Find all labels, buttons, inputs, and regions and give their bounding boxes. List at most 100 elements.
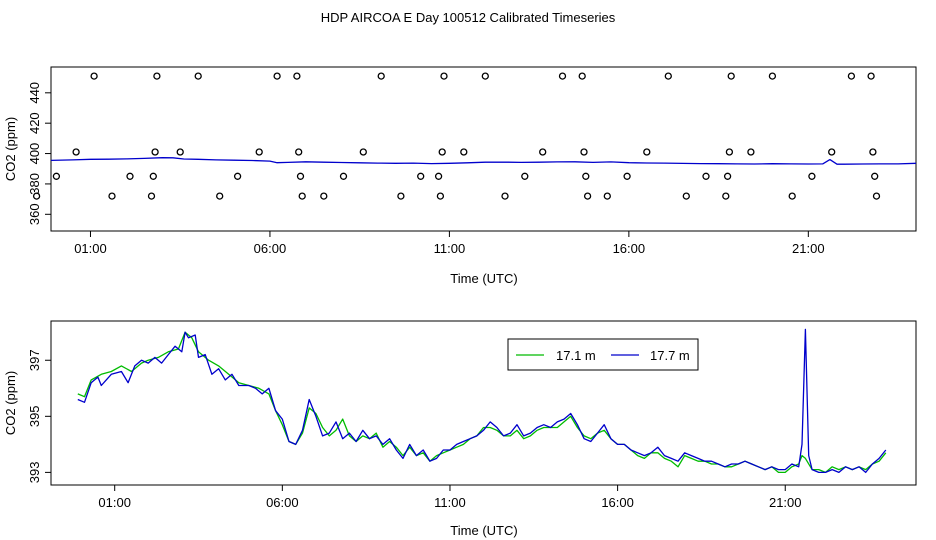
top-marker-49 (727, 72, 735, 80)
bottom-y-tick-label-1: 395 (27, 405, 42, 427)
top-marker-51 (768, 72, 777, 80)
top-marker-56 (867, 72, 875, 80)
top-marker-9 (153, 72, 161, 80)
top-marker-31 (481, 72, 489, 80)
top-marker-47 (723, 172, 732, 180)
top-marker-48 (725, 148, 734, 156)
legend: 17.1 m 17.7 m (507, 338, 699, 371)
top-marker-54 (828, 148, 836, 156)
top-marker-29 (440, 72, 448, 80)
top-marker-45 (702, 172, 710, 180)
bottom-x-axis-label: Time (UTC) (450, 523, 517, 538)
top-marker-5 (126, 172, 134, 180)
top-marker-53 (808, 172, 816, 180)
top-marker-37 (580, 148, 588, 156)
top-marker-15 (273, 72, 281, 80)
top-marker-42 (643, 148, 651, 156)
top-marker-6 (147, 192, 156, 200)
top-x-tick-label-1: 06:00 (254, 241, 287, 256)
top-marker-20 (320, 192, 328, 200)
legend-label-17-7m: 17.7 m (650, 348, 690, 363)
top-marker-59 (872, 192, 881, 200)
top-y-tick-label-3: 420 (27, 112, 42, 134)
top-marker-11 (194, 72, 202, 80)
top-marker-44 (682, 192, 690, 200)
top-marker-0 (32, 192, 41, 200)
top-x-tick-label-3: 16:00 (613, 241, 646, 256)
top-marker-12 (216, 192, 224, 200)
bottom-x-tick-label-1: 06:00 (266, 495, 299, 510)
top-marker-38 (582, 172, 590, 180)
bottom-series-group (77, 328, 887, 474)
top-marker-50 (747, 148, 755, 156)
top-y-tick-label-4: 440 (27, 82, 42, 104)
top-y-tick-label-1: 380 (27, 173, 42, 195)
bottom-y-tick-label-0: 393 (27, 462, 42, 484)
top-y-axis: 360 380 400 420 440 (27, 82, 51, 225)
bottom-x-tick-label-0: 01:00 (98, 495, 131, 510)
top-marker-3 (90, 72, 98, 80)
top-marker-26 (434, 172, 443, 180)
top-marker-4 (108, 192, 116, 200)
top-marker-28 (438, 148, 446, 156)
top-marker-25 (417, 172, 425, 180)
top-marker-2 (72, 148, 80, 156)
top-marker-23 (377, 72, 385, 80)
top-marker-39 (583, 192, 592, 200)
top-marker-41 (623, 172, 631, 180)
top-marker-57 (869, 148, 877, 156)
top-marker-18 (296, 172, 305, 180)
bottom-x-tick-label-4: 21:00 (769, 495, 802, 510)
top-x-tick-label-0: 01:00 (74, 241, 107, 256)
top-panel-chart: 01:00 06:00 11:00 16:00 21:00 360 380 400 420 44… (3, 66, 917, 286)
top-marker-36 (578, 72, 586, 80)
bottom-y-axis: 393 395 397 (27, 349, 51, 483)
top-y-tick-label-2: 400 (27, 143, 42, 165)
bottom-panel-chart: 01:00 06:00 11:00 16:00 21:00 393 395 397 Time… (3, 320, 917, 538)
top-x-tick-label-2: 11:00 (434, 241, 466, 256)
bottom-x-axis: 01:00 06:00 11:00 16:00 21:00 (98, 485, 802, 510)
top-x-axis-label: Time (UTC) (450, 271, 517, 286)
top-marker-24 (397, 192, 405, 200)
top-marker-43 (664, 72, 672, 80)
top-marker-8 (151, 148, 159, 156)
top-marker-17 (295, 148, 303, 156)
top-marker-35 (558, 72, 567, 80)
top-marker-22 (359, 148, 367, 156)
bottom-plot-frame (50, 320, 917, 486)
bottom-x-tick-label-3: 16:00 (601, 495, 634, 510)
bottom-x-tick-label-2: 11:00 (434, 495, 466, 510)
top-marker-14 (255, 148, 263, 156)
top-plot-frame (50, 66, 917, 232)
top-marker-7 (149, 172, 157, 180)
bottom-y-axis-label: CO2 (ppm) (3, 371, 18, 435)
bottom-y-tick-label-2: 397 (27, 349, 42, 371)
top-series-group (50, 157, 917, 165)
top-marker-16 (293, 72, 301, 80)
top-marker-33 (521, 172, 529, 180)
top-marker-19 (298, 192, 306, 200)
top-marker-30 (460, 148, 468, 156)
top-marker-10 (176, 148, 184, 156)
top-marker-21 (339, 172, 348, 180)
top-marker-27 (436, 192, 445, 200)
top-marker-1 (52, 172, 61, 180)
top-marker-46 (722, 192, 730, 200)
legend-label-17-1m: 17.1 m (556, 348, 596, 363)
bottom-series-line-0 (77, 331, 887, 474)
top-marker-52 (788, 192, 796, 200)
top-marker-group (32, 72, 881, 200)
top-y-tick-label-0: 360 (27, 203, 42, 225)
figure-title: HDP AIRCOA E Day 100512 Calibrated Times… (321, 10, 616, 25)
top-x-axis: 01:00 06:00 11:00 16:00 21:00 (74, 231, 825, 256)
top-x-tick-label-4: 21:00 (792, 241, 825, 256)
top-marker-32 (501, 192, 509, 200)
top-marker-13 (233, 172, 242, 180)
top-marker-58 (871, 172, 879, 180)
top-series-line (50, 157, 917, 165)
bottom-series-line-1 (77, 328, 887, 474)
top-marker-34 (539, 148, 547, 156)
top-marker-55 (847, 72, 856, 80)
top-y-axis-label: CO2 (ppm) (3, 117, 18, 181)
